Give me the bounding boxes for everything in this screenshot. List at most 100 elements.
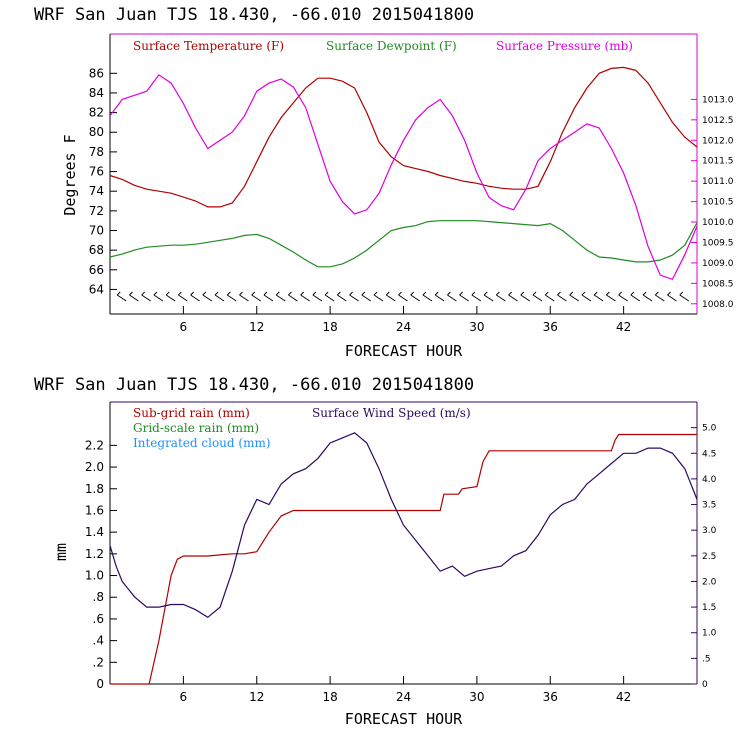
y-tick-label: 2.2 [85, 438, 104, 452]
wind-barb-flag [496, 291, 500, 296]
wind-barb-flag [679, 291, 684, 296]
series-line-surface-temperature-f [109, 66, 698, 208]
right-tick-label: 2.5 [702, 552, 716, 562]
wind-barb [165, 294, 176, 302]
wind-barb-flag [288, 291, 292, 296]
temperature-dewpoint-pressure-panel: WRF San Juan TJS 18.430, -66.010 2015041… [34, 5, 734, 360]
wind-barb [349, 294, 359, 302]
wind-barb-flag [544, 291, 549, 296]
wind-barb-flag [214, 291, 219, 296]
y-axis-label: mm [52, 543, 70, 561]
wind-barb-flag [593, 291, 598, 296]
right-tick-label: 1.0 [702, 629, 717, 639]
y-tick-label: 0 [96, 677, 104, 691]
wind-barb [324, 294, 335, 302]
right-tick-label: 1011.5 [702, 157, 734, 167]
legend-entry: Surface Temperature (F) [133, 39, 284, 53]
wind-barb [606, 294, 616, 302]
wind-barb [116, 294, 127, 302]
chart-header: WRF San Juan TJS 18.430, -66.010 2015041… [34, 5, 474, 25]
x-tick-label: 12 [249, 690, 264, 704]
y-tick-label: 76 [89, 165, 104, 179]
wind-barb-flag [361, 291, 366, 296]
right-tick-label: 1008.0 [702, 300, 734, 310]
right-tick-label: 5.0 [702, 424, 717, 434]
wind-barb-flag [300, 291, 304, 296]
wind-barb-flag [471, 291, 476, 296]
legend-entry: Surface Wind Speed (m/s) [312, 406, 471, 420]
x-tick-label: 6 [180, 320, 188, 334]
y-tick-label: 1.6 [85, 503, 104, 517]
x-tick-label: 30 [469, 690, 484, 704]
y-tick-label: 2.0 [85, 460, 104, 474]
series-line-surface-wind-speed-m-s [109, 432, 698, 619]
y-axis-label: Degrees F [61, 134, 79, 215]
y-tick-label: 74 [89, 184, 104, 198]
wind-barb [398, 294, 408, 302]
series-line-surface-pressure-mb [109, 74, 698, 281]
wind-barb-flag [226, 291, 231, 296]
chart-header: WRF San Juan TJS 18.430, -66.010 2015041… [34, 375, 474, 395]
wind-barb [581, 294, 592, 302]
wind-barb-flag [190, 291, 194, 296]
y-tick-label: 1.0 [85, 569, 104, 583]
wind-barb [520, 294, 531, 302]
wind-barb-flag [520, 291, 525, 296]
wind-barb-flag [202, 291, 207, 296]
wind-barb [227, 294, 237, 302]
wind-barb-flag [153, 291, 158, 296]
wind-barb [373, 294, 384, 302]
wind-barb-flag [434, 291, 439, 296]
wind-barb [642, 294, 653, 302]
right-tick-label: 3.0 [702, 526, 717, 536]
right-tick-label: .5 [702, 654, 711, 664]
y-tick-label: 78 [89, 145, 104, 159]
right-tick-label: 1011.0 [702, 177, 734, 187]
wind-barb [275, 294, 286, 302]
x-axis-label: FORECAST HOUR [345, 342, 463, 360]
x-tick-label: 36 [543, 320, 558, 334]
right-tick-label: 2.0 [702, 577, 717, 587]
wind-barb-flag [165, 291, 170, 296]
wind-barb-flag [618, 291, 622, 296]
wind-barb [263, 294, 274, 302]
wind-barb-flag [654, 291, 659, 296]
right-tick-label: 1.5 [702, 603, 716, 613]
wind-barb [545, 294, 555, 302]
wind-barb [239, 294, 249, 302]
wind-barb [288, 294, 298, 302]
wind-barb [153, 294, 164, 302]
wind-barb [214, 294, 225, 302]
wind-barb-flag [129, 291, 133, 296]
wind-barb-flag [410, 291, 415, 296]
wind-barb [190, 294, 200, 302]
wind-barb-flag [373, 291, 378, 296]
wind-barb [251, 294, 261, 302]
wind-barb [337, 294, 347, 302]
wind-barb-flag [508, 291, 512, 296]
wind-barb [630, 294, 641, 302]
wind-barb-flag [569, 291, 574, 296]
wind-barb-flag [557, 291, 561, 296]
wind-barb [557, 294, 567, 302]
wind-barb [483, 294, 494, 302]
y-tick-label: 70 [89, 223, 104, 237]
wind-barb [667, 294, 677, 302]
wind-barb [178, 294, 188, 302]
wind-barb [679, 294, 690, 302]
wind-barb-flag [667, 291, 671, 296]
wind-barb-flag [141, 291, 146, 296]
wind-barb-flag [642, 291, 647, 296]
wind-barb-flag [630, 291, 635, 296]
wind-barb-flag [459, 291, 463, 296]
y-tick-label: .4 [93, 634, 104, 648]
wind-barb-flag [263, 291, 268, 296]
wind-barb-flag [447, 291, 451, 296]
y-tick-label: 1.2 [85, 547, 104, 561]
x-tick-label: 12 [249, 320, 264, 334]
legend-entry: Sub-grid rain (mm) [133, 406, 250, 420]
x-tick-label: 6 [180, 690, 188, 704]
wind-barb [202, 294, 213, 302]
wind-barb-flag [483, 291, 488, 296]
wind-barb [129, 294, 139, 302]
